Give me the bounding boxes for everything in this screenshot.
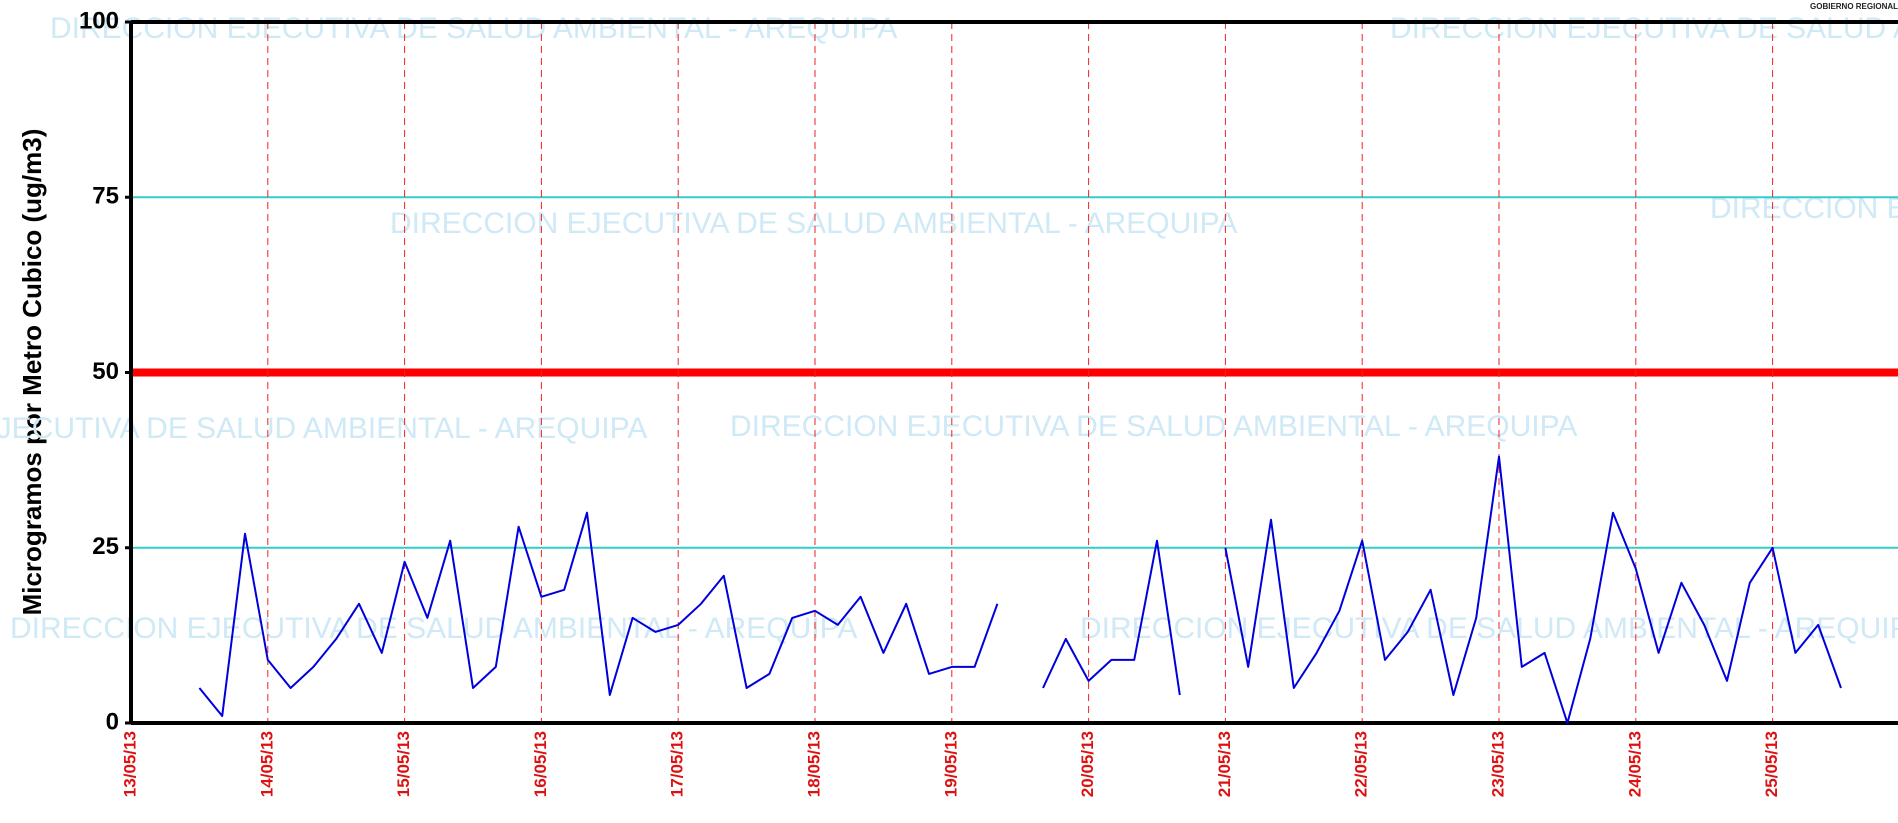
watermark: DIRECCION EJECUTIVA DE SALUD AMBIENTAL -… [1390,12,1898,45]
watermark: DIRECCION EJECUTIVA DE SALUD AMBIENTAL -… [10,612,857,645]
logo-text: GOBIERNO REGIONAL [1810,2,1898,11]
y-tick-label: 75 [92,183,119,210]
y-axis-label: Microgramos por Metro Cubico (ug/m3) [17,129,47,616]
x-tick-label: 15/05/13 [394,731,413,797]
watermark: DIRECCION EJECUTIVA DE SALUD AMBIENTAL -… [1080,612,1898,645]
x-tick-label: 17/05/13 [668,731,687,797]
y-tick-label: 0 [106,708,119,735]
y-tick-label: 50 [92,358,119,385]
watermark: DIRECCION EJECUTIVA DE SALUD AMBIENTAL -… [730,410,1577,443]
watermark: DIRECCION EJECUTIVA DE SALUD AMBIENTAL -… [390,207,1237,240]
x-tick-label: 22/05/13 [1352,731,1371,797]
x-tick-label: 24/05/13 [1625,731,1644,797]
x-tick-label: 21/05/13 [1215,731,1234,797]
x-tick-label: 13/05/13 [120,731,139,797]
x-tick-label: 19/05/13 [941,731,960,797]
y-tick-label: 100 [79,7,119,34]
series-line [198,455,1842,724]
x-tick-label: 20/05/13 [1078,731,1097,797]
x-tick-label: 18/05/13 [804,731,823,797]
watermark: DIRECCION EJECUTIVA DE SALUD AMBIENTAL -… [0,412,647,445]
x-tick-label: 25/05/13 [1762,731,1781,797]
x-tick-label: 16/05/13 [531,731,550,797]
watermark: DIRECCION EJECUTIVA DE SALUD AMBIENTAL -… [50,12,897,45]
y-tick-label: 25 [92,533,119,560]
x-tick-label: 14/05/13 [257,731,276,797]
x-tick-label: 23/05/13 [1488,731,1507,797]
